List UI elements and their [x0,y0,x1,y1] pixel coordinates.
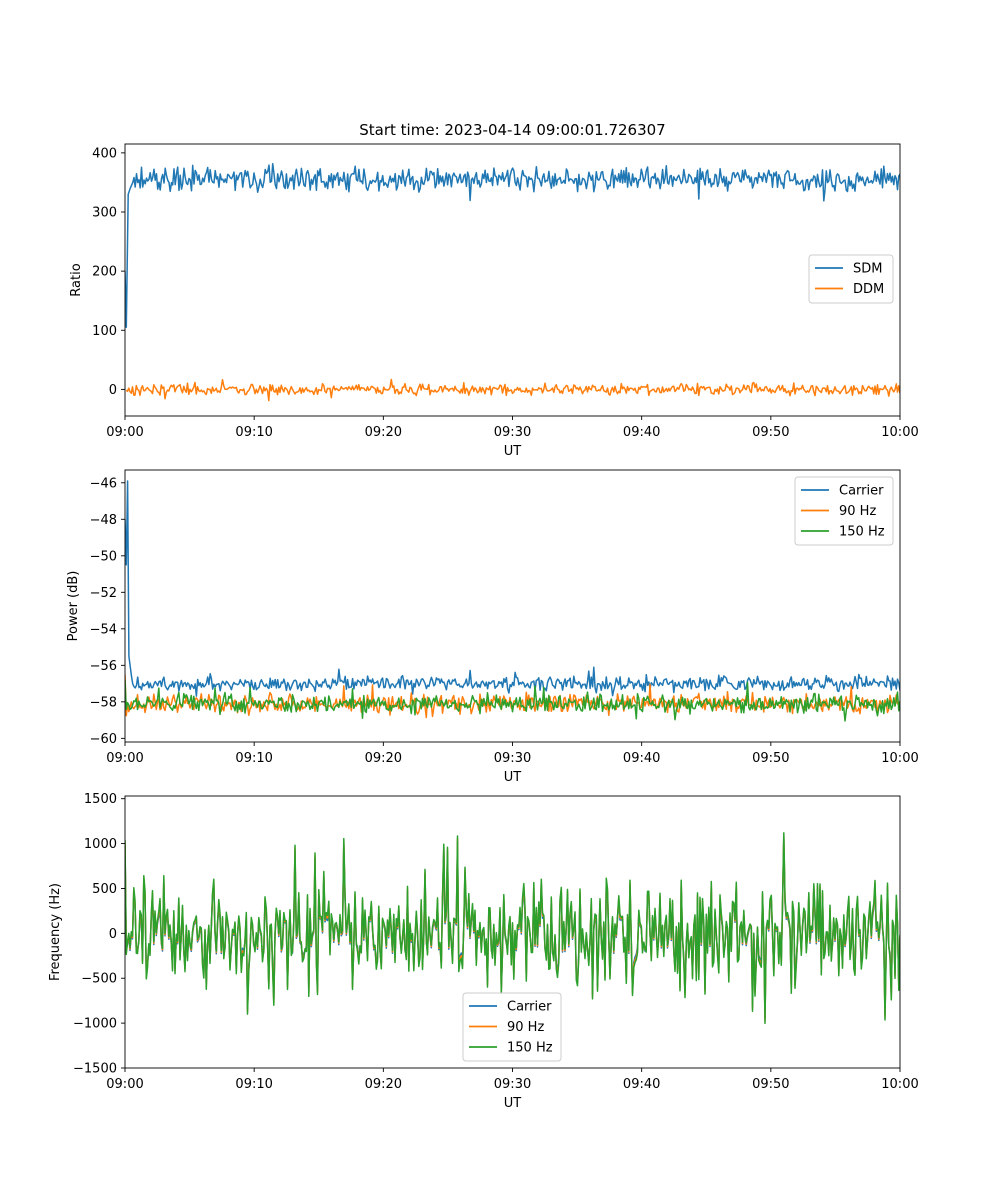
y-tick-label: −58 [90,695,117,710]
y-tick-label: 300 [92,206,117,221]
x-tick-label: 09:50 [752,1077,789,1092]
x-axis-label: UT [504,444,522,459]
x-tick-label: 10:00 [881,751,918,766]
legend-label: Carrier [839,484,884,499]
x-tick-label: 09:40 [623,425,660,440]
legend-label: 150 Hz [839,525,885,540]
x-tick-label: 10:00 [881,1077,918,1092]
x-tick-label: 09:40 [623,751,660,766]
x-tick-label: 09:00 [106,425,143,440]
legend-label: 90 Hz [839,504,876,519]
subplot-3: 09:00 09:10 09:20 09:30 09:40 09:50 10:00 −1500… [48,792,919,1111]
x-tick-label: 09:10 [235,425,272,440]
legend-label: DDM [853,282,884,297]
legend-label: 150 Hz [507,1041,553,1056]
legend: SDM DDM [808,254,894,304]
y-tick-label: 1500 [84,792,117,807]
y-tick-label: −46 [90,476,117,491]
x-tick-label: 09:20 [365,1077,402,1092]
y-tick-label: 100 [92,324,117,339]
series-line-ddm [125,378,900,402]
x-tick-label: 09:00 [106,1077,143,1092]
x-tick-label: 09:00 [106,751,143,766]
y-tick-label: −60 [90,732,117,747]
y-tick-label: 1000 [84,837,117,852]
x-tick-label: 09:30 [494,751,531,766]
series-line-carrier [125,480,900,697]
legend-box [808,254,894,304]
legend: Carrier 90 Hz 150 Hz [794,476,894,546]
y-tick-label: 500 [92,882,117,897]
legend-box [462,992,562,1062]
y-tick-label: −48 [90,513,117,528]
x-tick-label: 09:20 [365,751,402,766]
x-tick-label: 09:50 [752,425,789,440]
series-line-sdm [125,162,900,329]
y-tick-label: −52 [90,586,117,601]
y-tick-label: 200 [92,265,117,280]
subplot-2: 09:00 09:10 09:20 09:30 09:40 09:50 10:00 −60 −5… [66,469,919,785]
x-tick-label: 09:50 [752,751,789,766]
x-tick-label: 09:10 [235,1077,272,1092]
series-line-150-hz [125,832,900,1025]
chart-title: Start time: 2023-04-14 09:00:01.726307 [359,121,665,139]
series-line-150-hz [125,679,900,722]
subplot-1: 09:00 09:10 09:20 09:30 09:40 09:50 10:00 0 100 2… [69,121,919,459]
y-tick-label: −1000 [73,1017,117,1032]
x-axis-label: UT [504,770,522,785]
legend: Carrier 90 Hz 150 Hz [462,992,562,1062]
y-tick-label: −56 [90,659,117,674]
y-tick-label: −500 [81,972,117,987]
legend-label: Carrier [507,1000,552,1015]
x-tick-label: 09:30 [494,1077,531,1092]
y-tick-label: −1500 [73,1062,117,1077]
y-axis-label: Ratio [69,263,84,296]
x-tick-label: 09:10 [235,751,272,766]
x-axis-label: UT [504,1096,522,1111]
x-tick-label: 09:30 [494,425,531,440]
y-tick-label: −54 [90,622,117,637]
y-axis-label: Power (dB) [66,571,81,642]
x-tick-label: 09:20 [365,425,402,440]
x-tick-label: 09:40 [623,1077,660,1092]
y-tick-label: 400 [92,146,117,161]
x-tick-label: 10:00 [881,425,918,440]
y-tick-label: 0 [109,927,117,942]
y-axis-label: Frequency (Hz) [48,883,63,981]
y-tick-label: 0 [109,383,117,398]
legend-box [794,476,894,546]
legend-label: 90 Hz [507,1020,544,1035]
legend-label: SDM [853,262,882,277]
y-tick-label: −50 [90,549,117,564]
